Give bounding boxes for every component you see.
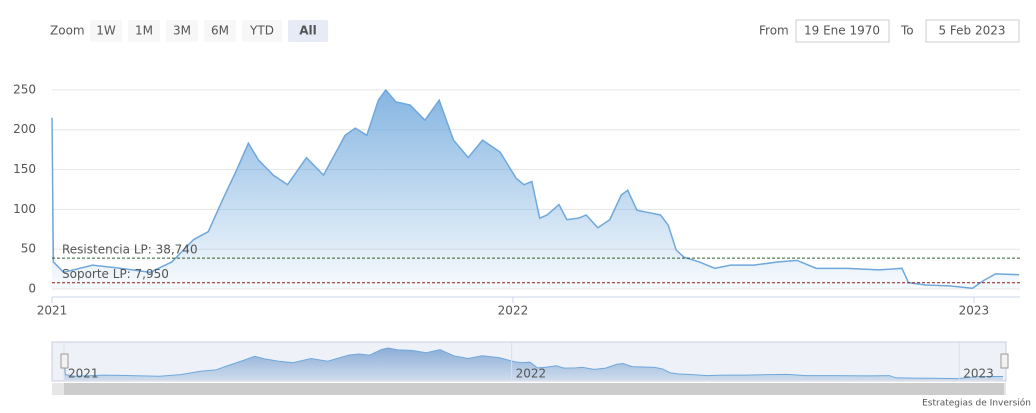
zoom-label: Zoom [50, 24, 85, 38]
navigator-label: 2021 [68, 367, 99, 381]
zoom-button-label[interactable]: All [299, 24, 317, 38]
from-input[interactable] [795, 19, 890, 43]
y-tick-label: 100 [13, 202, 36, 216]
y-tick-label: 50 [21, 242, 36, 256]
zoom-button-label[interactable]: 1M [135, 24, 153, 38]
navigator-label: 2023 [963, 367, 994, 381]
zoom-button[interactable] [166, 20, 198, 42]
from-label: From [759, 24, 789, 38]
zoom-button[interactable] [90, 20, 122, 42]
to-input[interactable] [925, 19, 1020, 43]
reference-label: Soporte LP: 7,950 [62, 267, 169, 281]
navigator-label: 2022 [516, 367, 547, 381]
navigator-handle[interactable] [1000, 353, 1009, 369]
zoom-button-label[interactable]: 3M [173, 24, 191, 38]
navigator-handle[interactable] [60, 353, 69, 369]
to-value[interactable]: 5 Feb 2023 [938, 24, 1005, 38]
zoom-button[interactable] [128, 20, 160, 42]
zoom-button-label[interactable]: YTD [249, 24, 274, 38]
x-tick-label: 2022 [498, 304, 529, 318]
area [64, 348, 1004, 380]
credits: Estrategias de Inversión [922, 398, 1031, 409]
zoom-button[interactable] [242, 20, 282, 42]
reference-label: Resistencia LP: 38,740 [62, 243, 198, 257]
to-label: To [900, 24, 914, 38]
y-tick-label: 150 [13, 162, 36, 176]
zoom-button[interactable] [204, 20, 236, 42]
zoom-button-label[interactable]: 1W [96, 24, 116, 38]
zoom-button[interactable] [288, 20, 328, 42]
zoom-button-label[interactable]: 6M [211, 24, 229, 38]
line [63, 347, 1004, 380]
line [51, 88, 1020, 290]
y-tick-label: 200 [13, 122, 36, 136]
y-tick-label: 0 [28, 282, 36, 296]
y-tick-label: 250 [13, 82, 36, 96]
x-tick-label: 2023 [959, 304, 990, 318]
from-value[interactable]: 19 Ene 1970 [804, 24, 880, 38]
x-tick-label: 2021 [37, 304, 68, 318]
area [52, 89, 1020, 290]
scrollbar-thumb[interactable] [64, 383, 1004, 395]
